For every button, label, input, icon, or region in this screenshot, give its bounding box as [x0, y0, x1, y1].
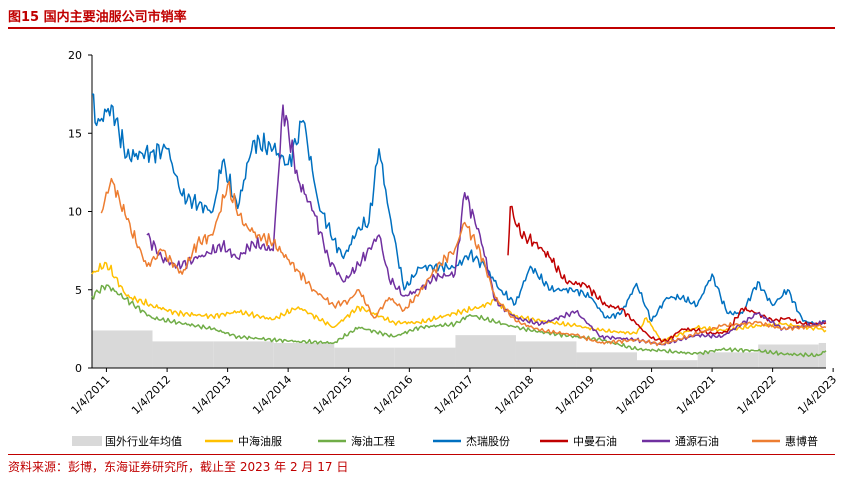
area-bar-2014 — [273, 342, 335, 368]
area-bar-2016 — [394, 347, 456, 368]
title-rule — [8, 27, 835, 29]
y-tick-label-1: 5 — [75, 284, 82, 297]
x-tick-label-7: 1/4/2018 — [492, 373, 536, 417]
legend-label-4: 中曼石油 — [573, 434, 617, 448]
legend-label-3: 杰瑞股份 — [466, 434, 510, 448]
legend-label-5: 通源石油 — [675, 434, 719, 448]
x-tick-label-0: 1/4/2011 — [68, 373, 112, 417]
area-bar-2017 — [455, 335, 516, 368]
x-tick-label-10: 1/4/2021 — [674, 373, 718, 417]
x-tick-label-6: 1/4/2017 — [432, 373, 476, 417]
x-tick-label-3: 1/4/2014 — [250, 373, 294, 417]
legend-label-0: 国外行业年均值 — [105, 434, 182, 448]
area-bar-2023 — [818, 342, 826, 368]
series-line-2 — [91, 93, 827, 326]
series-line-0 — [91, 261, 827, 343]
area-bar-2019 — [576, 352, 637, 368]
x-tick-label-2: 1/4/2013 — [190, 373, 234, 417]
series-line-1 — [91, 284, 827, 358]
legend-label-2: 海油工程 — [351, 434, 395, 448]
series-line-4 — [146, 104, 827, 346]
x-tick-label-12: 1/4/2023 — [795, 373, 839, 417]
y-tick-label-4: 20 — [68, 49, 82, 62]
area-bar-2021 — [697, 352, 759, 368]
source-note: 资料来源：彭博，东海证券研究所，截止至 2023 年 2 月 17 日 — [8, 460, 349, 474]
area-bar-2015 — [334, 347, 395, 368]
x-tick-label-11: 1/4/2022 — [735, 373, 779, 417]
legend-label-6: 惠博普 — [785, 434, 818, 448]
y-tick-label-0: 0 — [75, 362, 82, 375]
area-bar-2011 — [92, 330, 153, 368]
y-tick-label-3: 15 — [68, 127, 82, 140]
x-tick-label-8: 1/4/2019 — [553, 373, 597, 417]
x-tick-label-5: 1/4/2016 — [371, 373, 415, 417]
x-tick-label-4: 1/4/2015 — [311, 373, 355, 417]
legend-swatch-0 — [72, 436, 102, 446]
area-bar-2013 — [213, 341, 274, 368]
x-tick-label-1: 1/4/2012 — [129, 373, 173, 417]
area-bar-2012 — [152, 341, 214, 368]
legend-label-1: 中海油服 — [238, 434, 282, 448]
area-bar-2020 — [636, 360, 698, 368]
source-rule — [8, 454, 835, 455]
area-bar-2018 — [515, 341, 577, 368]
y-tick-label-2: 10 — [68, 206, 82, 219]
series-line-5 — [100, 177, 827, 347]
chart-title: 图15 国内主要油服公司市销率 — [8, 10, 187, 25]
x-tick-label-9: 1/4/2020 — [614, 373, 658, 417]
area-bar-2022 — [758, 344, 819, 368]
